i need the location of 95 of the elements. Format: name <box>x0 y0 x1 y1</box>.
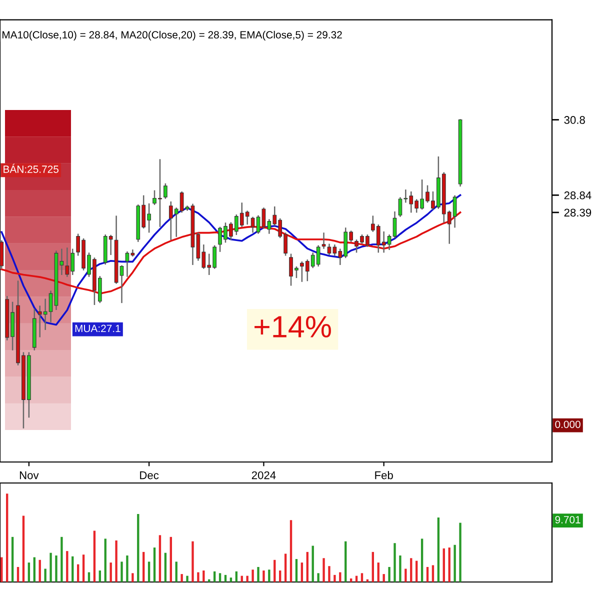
bar <box>192 541 194 582</box>
bar <box>252 570 254 582</box>
bar <box>33 557 36 582</box>
annotation: MUA:27.1 <box>75 324 120 332</box>
bar <box>158 535 162 582</box>
bar <box>290 520 292 582</box>
bar <box>306 552 308 582</box>
bar <box>170 536 172 582</box>
bar <box>416 560 418 582</box>
bar <box>180 574 183 582</box>
bar <box>38 560 41 582</box>
bar <box>104 538 106 582</box>
bar <box>420 538 424 582</box>
bar <box>268 570 270 582</box>
bar <box>6 494 8 582</box>
bar <box>454 544 456 582</box>
bar <box>115 540 118 582</box>
y-tick-label: 28.84 <box>564 191 592 200</box>
bar <box>186 576 188 582</box>
bar <box>399 555 402 582</box>
x-tick-label: Dec <box>140 471 159 480</box>
bar <box>218 573 222 582</box>
text: 9.701 <box>555 516 580 524</box>
bar <box>312 546 314 582</box>
bar <box>132 573 134 582</box>
bar <box>0 557 3 582</box>
bar <box>257 566 260 582</box>
bar <box>142 552 145 582</box>
y-tick-label: 30.8 <box>564 116 585 124</box>
bar <box>448 548 450 582</box>
bar <box>153 548 156 582</box>
bar <box>442 548 445 582</box>
bar <box>213 571 216 582</box>
bar <box>11 536 14 582</box>
bar <box>98 570 102 582</box>
x-tick-label: 2024 <box>252 471 276 480</box>
bar <box>50 552 52 582</box>
y-tick-label: 28.39 <box>564 208 592 217</box>
bar <box>202 570 205 582</box>
text: 0.000 <box>555 420 580 428</box>
bar <box>66 551 68 582</box>
bar <box>404 568 407 582</box>
bar <box>197 572 200 582</box>
bar <box>279 570 282 582</box>
bar <box>437 517 440 582</box>
bar <box>262 570 265 582</box>
bar <box>432 565 434 582</box>
candlestick <box>322 232 326 249</box>
bar <box>284 554 287 582</box>
bar <box>300 562 304 582</box>
bar <box>360 573 364 582</box>
bar <box>110 562 112 582</box>
bar <box>372 552 374 582</box>
bar <box>328 566 330 582</box>
bar <box>230 578 232 582</box>
bar <box>224 574 227 582</box>
bar <box>55 555 58 582</box>
bar <box>164 552 167 582</box>
bar <box>322 558 325 582</box>
x-tick-label: Feb <box>375 471 393 480</box>
bar <box>394 543 396 582</box>
bar <box>334 574 336 582</box>
text: MA10(Close,10) = 28.84, MA20(Close,20) = 28.39, EMA(Close,5) = 29.32 <box>2 30 342 41</box>
bar <box>377 562 380 582</box>
bar <box>274 560 276 582</box>
bar <box>44 568 46 582</box>
bar <box>459 522 462 582</box>
bar <box>350 578 352 582</box>
bar <box>93 530 96 582</box>
bar <box>426 566 429 582</box>
bar <box>76 564 80 582</box>
bar <box>120 562 123 582</box>
bar <box>16 566 20 582</box>
bar <box>72 556 74 582</box>
bar <box>60 536 63 582</box>
bar <box>295 559 298 582</box>
bar <box>246 576 248 582</box>
bar <box>148 562 150 582</box>
candlestick <box>164 183 168 199</box>
bar <box>410 558 412 582</box>
bar <box>22 516 25 582</box>
bar <box>126 555 128 582</box>
bar <box>28 562 30 582</box>
bar <box>382 574 385 582</box>
bar <box>317 573 320 582</box>
x-tick-label: Nov <box>20 471 39 480</box>
annotation: BÁN:25.725 <box>4 164 58 173</box>
annotation: +14% <box>254 316 331 338</box>
bar <box>344 541 347 582</box>
bar <box>388 566 390 582</box>
candlestick <box>0 240 4 268</box>
bar <box>175 562 178 582</box>
bar <box>82 554 85 582</box>
bar <box>235 571 238 582</box>
bar <box>137 514 140 582</box>
